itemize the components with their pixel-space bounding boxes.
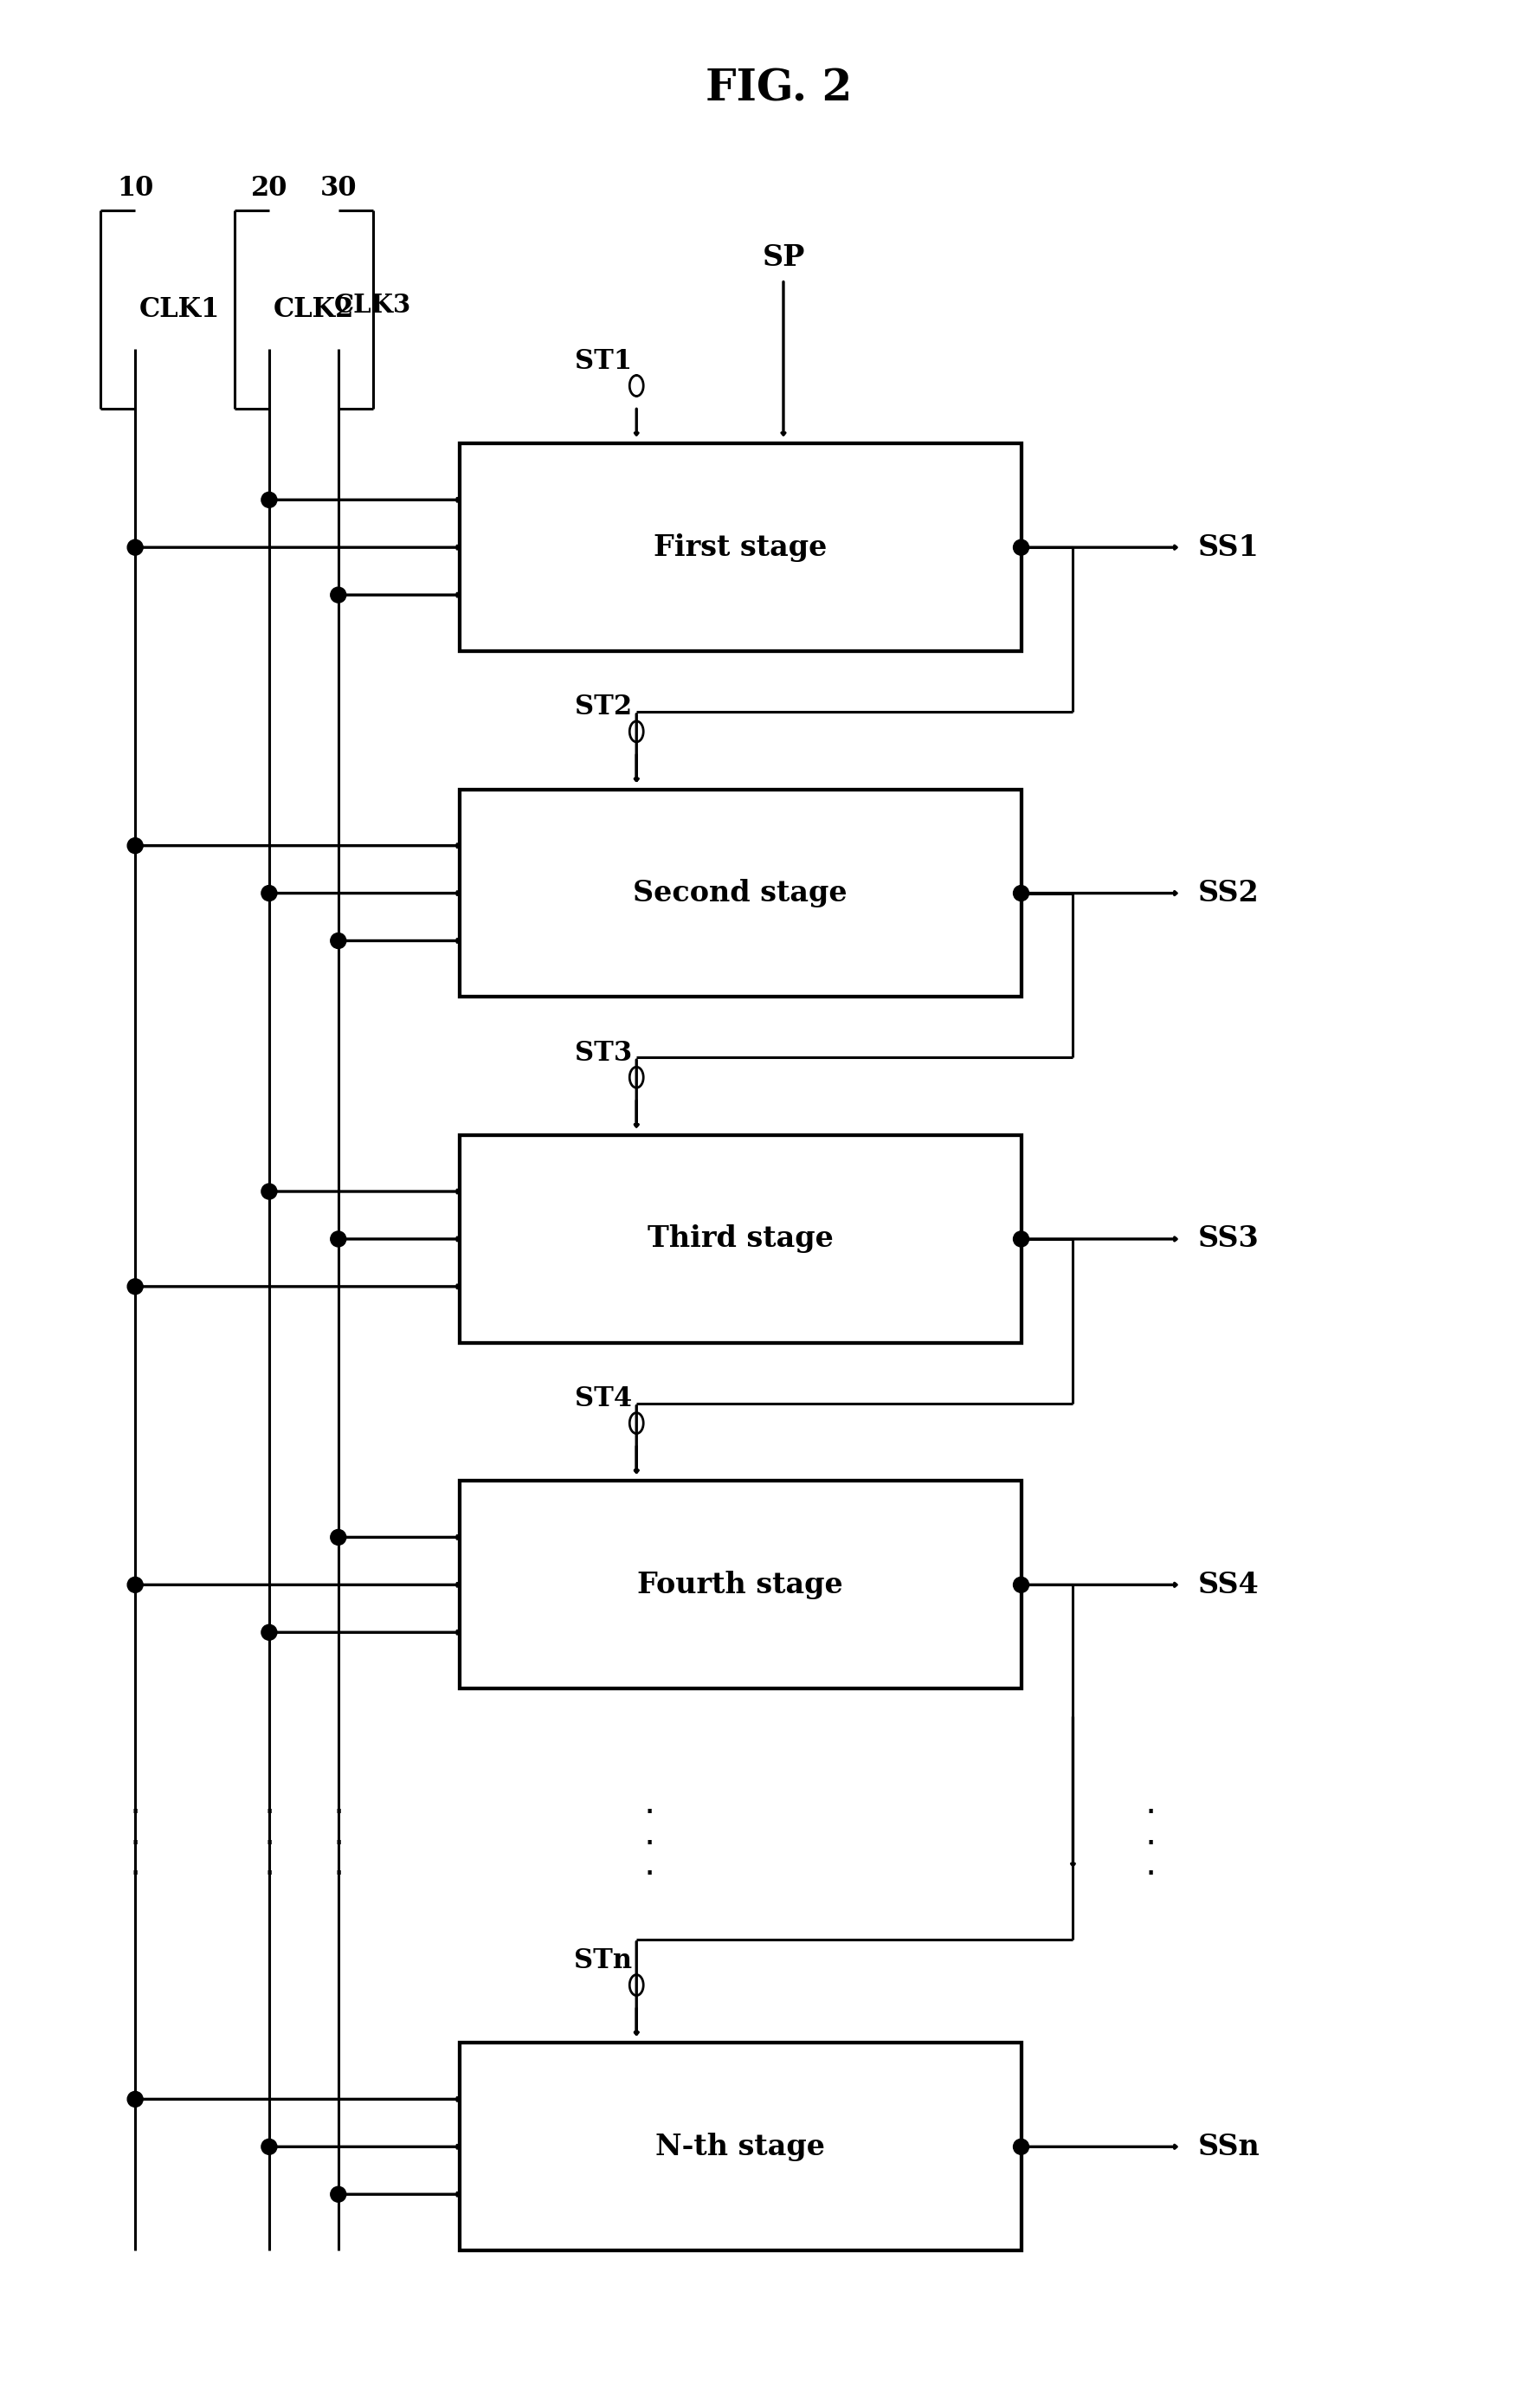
Text: ·
·
·: · · · (129, 1796, 141, 1893)
Circle shape (1014, 2138, 1029, 2155)
Text: ·
·
·: · · · (644, 1796, 655, 1893)
Circle shape (127, 2093, 143, 2107)
Text: ·
·
·: · · · (264, 1796, 275, 1893)
Text: ST1: ST1 (575, 349, 632, 376)
Text: CLK2: CLK2 (273, 296, 354, 323)
Text: 20: 20 (250, 176, 287, 202)
Circle shape (330, 588, 347, 602)
Circle shape (1014, 886, 1029, 901)
Circle shape (261, 886, 278, 901)
Bar (459, 1134, 1022, 1344)
Text: SS4: SS4 (1198, 1570, 1259, 1599)
Text: STn: STn (574, 1948, 632, 1975)
Circle shape (127, 1279, 143, 1296)
Circle shape (330, 1230, 347, 1247)
Circle shape (1014, 539, 1029, 556)
Text: SP: SP (762, 243, 805, 272)
Circle shape (330, 932, 347, 949)
Bar (459, 790, 1022, 997)
Circle shape (1014, 1577, 1029, 1592)
Text: SS3: SS3 (1198, 1226, 1259, 1252)
Text: FIG. 2: FIG. 2 (706, 67, 853, 111)
Text: SSn: SSn (1198, 2133, 1261, 2160)
Circle shape (127, 1577, 143, 1592)
Text: ST2: ST2 (575, 694, 632, 720)
Circle shape (261, 491, 278, 508)
Text: ·
·
·: · · · (333, 1796, 344, 1893)
Text: ·
·
·: · · · (1144, 1796, 1157, 1893)
Circle shape (127, 539, 143, 556)
Circle shape (127, 838, 143, 852)
Circle shape (261, 1185, 278, 1199)
Text: CLK3: CLK3 (334, 294, 411, 318)
Circle shape (261, 1625, 278, 1640)
Text: Third stage: Third stage (647, 1226, 833, 1252)
Text: Second stage: Second stage (634, 879, 847, 908)
Bar (459, 2042, 1022, 2251)
Circle shape (1014, 1230, 1029, 1247)
Circle shape (261, 2138, 278, 2155)
Bar (459, 443, 1022, 650)
Text: 30: 30 (321, 176, 357, 202)
Text: 10: 10 (117, 176, 153, 202)
Text: SS1: SS1 (1198, 532, 1259, 561)
Bar (459, 1481, 1022, 1688)
Text: SS2: SS2 (1198, 879, 1259, 908)
Text: Fourth stage: Fourth stage (637, 1570, 844, 1599)
Text: N-th stage: N-th stage (655, 2133, 825, 2160)
Text: CLK1: CLK1 (140, 296, 221, 323)
Text: ST4: ST4 (575, 1385, 632, 1413)
Circle shape (330, 1529, 347, 1546)
Text: ST3: ST3 (575, 1040, 632, 1067)
Text: First stage: First stage (653, 532, 827, 561)
Circle shape (330, 2186, 347, 2201)
